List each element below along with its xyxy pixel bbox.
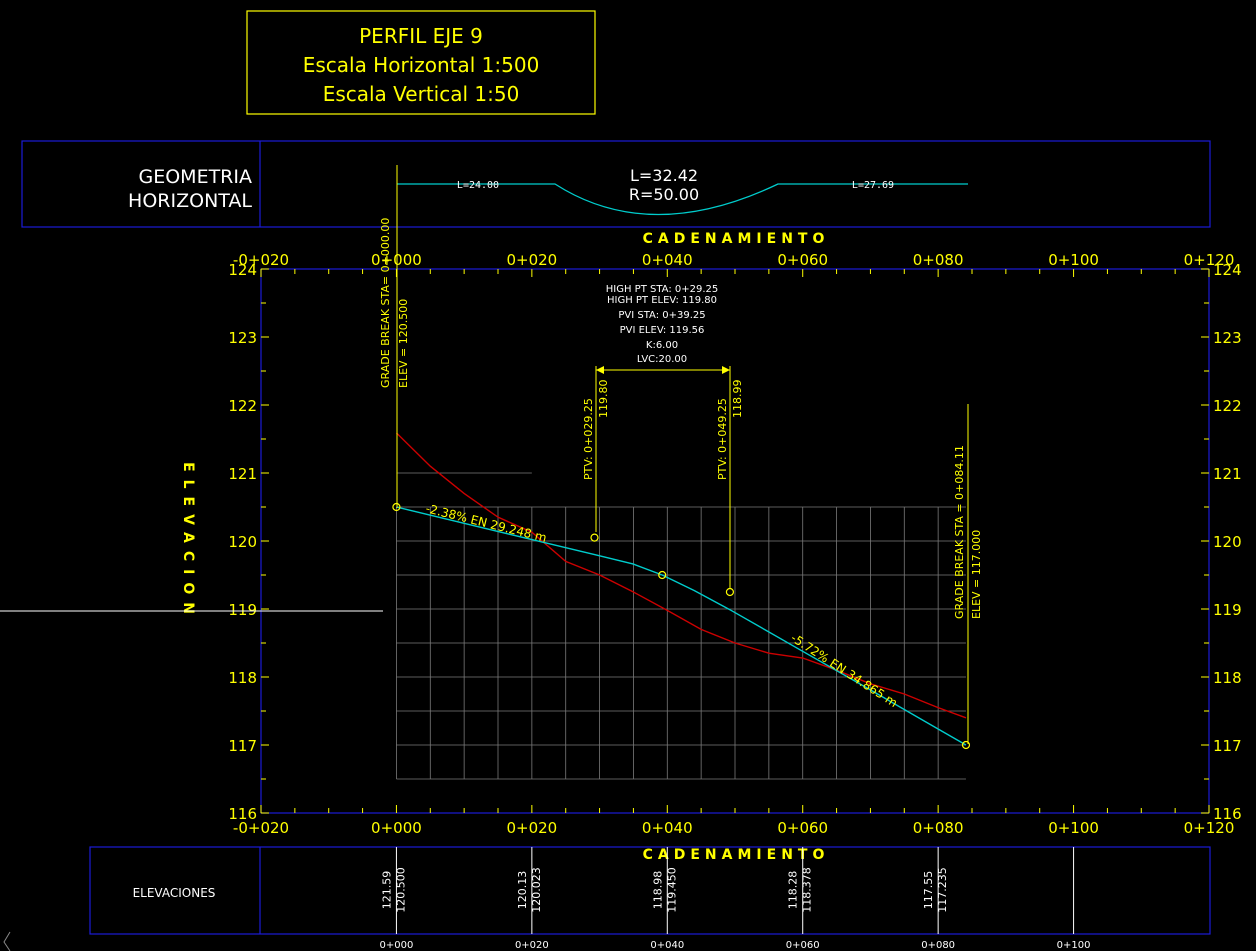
vc-line-6: LVC:20.00 [637,354,687,365]
y-tick-label-right: 124 [1213,261,1242,279]
x-tick-label-bottom: 0+000 [371,819,422,837]
x-tick-label-top: 0+000 [371,251,422,269]
x-tick-label-bottom: 0+060 [777,819,828,837]
y-axis-title: ELEVACION [180,462,196,622]
curve-length-label: L=32.42 [630,166,698,185]
title-line-2: Escala Horizontal 1:500 [303,53,540,77]
x-tick-label-bottom: -0+020 [233,819,289,837]
y-tick-label-right: 122 [1213,397,1242,415]
tangent-1-label: L=24.00 [457,180,499,191]
band-grade-elev: 120.500 [394,867,407,913]
band-grade-elev: 120.023 [530,867,543,913]
band-terrain-elev: 121.59 [380,871,393,910]
geometry-label-2: HORIZONTAL [128,190,252,212]
pvt-elev-label: 118.99 [731,380,744,419]
y-tick-label-left: 119 [228,601,257,619]
band-grade-elev: 119.450 [665,867,678,913]
title-line-1: PERFIL EJE 9 [359,24,483,48]
band-station-label: 0+040 [650,940,684,951]
y-tick-label-left: 121 [228,465,257,483]
vc-line-3: PVI STA: 0+39.25 [618,310,705,321]
x-axis-title-top: CADENAMIENTO [643,231,830,247]
alignment-line [397,183,968,216]
band-terrain-elev: 120.13 [516,871,529,910]
title-line-3: Escala Vertical 1:50 [323,82,520,106]
x-tick-label-top: 0+060 [777,251,828,269]
title-box [246,10,596,115]
elevation-band-stations: 0+000 0+020 0+040 0+060 0+080 0+100 [380,940,1091,951]
cursor-glyph-icon [3,931,11,951]
grade-break-end-sta: GRADE BREAK STA = 0+084.11 [953,445,966,619]
vertical-curve-annotation: HIGH PT STA: 0+29.25 HIGH PT ELEV: 119.8… [582,284,744,588]
profile-point [392,502,401,512]
band-terrain-elev: 118.98 [651,871,664,910]
band-terrain-elev: 117.55 [922,871,935,910]
x-tick-label-bottom: 0+020 [506,819,557,837]
axis-ticks: -0+020 -0+020 0+000 0+000 0+020 0+020 0+040 0+0… [228,251,1241,837]
x-tick-label-bottom: 0+100 [1048,819,1099,837]
profile-points [392,502,971,750]
elevation-band-frame [89,846,1211,935]
x-tick-label-top: -0+020 [233,251,289,269]
x-tick-label-top: 0+100 [1048,251,1099,269]
y-tick-label-right: 120 [1213,533,1242,551]
profile-series [395,432,967,746]
vc-line-5: K:6.00 [646,340,678,351]
y-tick-label-left: 117 [228,737,257,755]
band-station-label: 0+060 [786,940,820,951]
profile-point [725,587,735,597]
y-tick-label-left: 123 [228,329,257,347]
grid [396,472,966,780]
band-grade-elev: 117.235 [936,867,949,913]
vc-line-4: PVI ELEV: 119.56 [620,325,705,336]
x-tick-label-bottom: 0+080 [913,819,964,837]
grade-break-start-sta: GRADE BREAK STA= 0+000.00 [379,218,392,388]
y-tick-label-right: 117 [1213,737,1242,755]
y-tick-label-left: 124 [228,261,257,279]
x-tick-label-top: 0+040 [642,251,693,269]
elevations-label: ELEVACIONES [133,886,216,900]
y-tick-label-right: 119 [1213,601,1242,619]
grade-line [396,506,967,746]
geometry-label-1: GEOMETRIA [139,166,253,188]
x-tick-label-bottom: 0+040 [642,819,693,837]
grade-break-start-elev: ELEV = 120.500 [397,299,410,388]
grade-break-end-elev: ELEV = 117.000 [970,530,983,619]
band-station-label: 0+080 [921,940,955,951]
x-tick-label-top: 0+020 [506,251,557,269]
vc-line-2: HIGH PT ELEV: 119.80 [607,295,717,306]
terrain-line [395,432,967,719]
y-tick-label-left: 120 [228,533,257,551]
tangent-2-label: L=27.69 [852,180,894,191]
x-axis-title-bottom: CADENAMIENTO [643,847,830,863]
band-grade-elev: 118.378 [801,867,814,913]
x-tick-label-top: 0+080 [913,251,964,269]
curve-radius-label: R=50.00 [629,185,699,204]
y-tick-label-right: 116 [1213,805,1242,823]
band-station-label: 0+000 [380,940,414,951]
y-tick-label-left: 122 [228,397,257,415]
y-tick-label-right: 123 [1213,329,1242,347]
pvc-elev-label: 119.80 [597,380,610,419]
profile-point [961,740,971,750]
profile-point [590,533,599,542]
y-tick-label-left: 118 [228,669,257,687]
y-tick-label-right: 121 [1213,465,1242,483]
x-tick-label-bottom: 0+120 [1184,819,1235,837]
grade-1-label: -2.38% EN 29.248 m [424,501,548,545]
pvt-station-label: PTV: 0+049.25 [716,398,729,480]
y-tick-label-left: 116 [228,805,257,823]
profile-point [658,570,667,580]
y-tick-label-right: 118 [1213,669,1242,687]
pvc-station-label: PTV: 0+029.25 [582,398,595,480]
geometry-band-frame [21,140,1211,228]
band-terrain-elev: 118.28 [787,871,800,910]
band-station-label: 0+100 [1057,940,1091,951]
x-tick-label-top: 0+120 [1184,251,1235,269]
band-station-label: 0+020 [515,940,549,951]
elevation-band-columns: 121.59 120.500 120.13 120.023 118.98 119.450 1… [380,847,1075,934]
vc-line-1: HIGH PT STA: 0+29.25 [606,284,719,295]
